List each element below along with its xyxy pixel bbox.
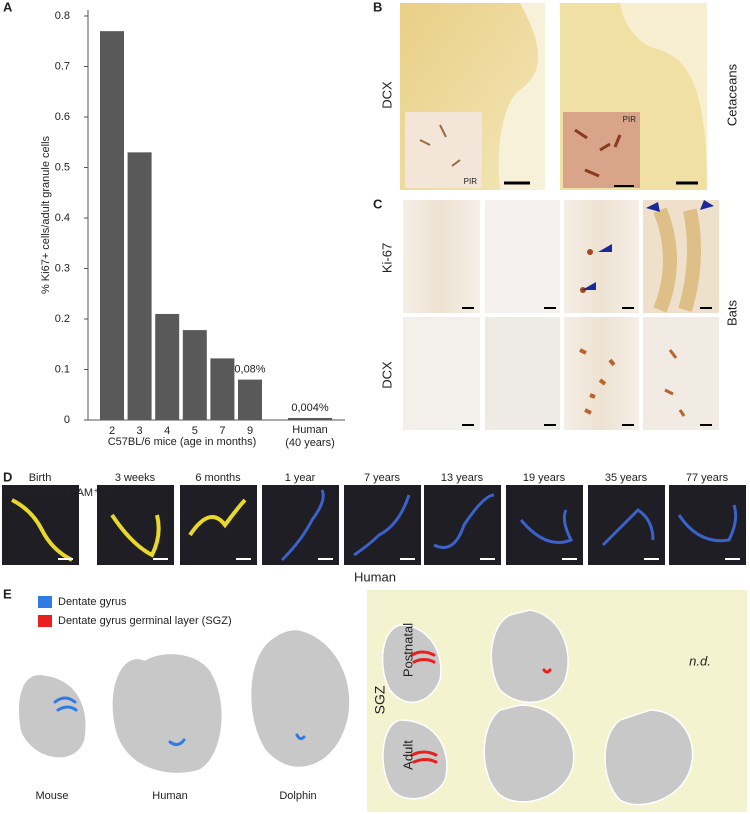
value-label: 0,08% bbox=[234, 364, 265, 376]
age-label: 6 months bbox=[195, 472, 241, 484]
species-label: Dolphin bbox=[279, 790, 316, 802]
bar bbox=[238, 379, 262, 420]
sgz-label: SGZ bbox=[372, 685, 388, 714]
legend-swatch bbox=[38, 615, 52, 627]
species-label: Human bbox=[354, 569, 396, 584]
x-tick-label: 5 bbox=[192, 425, 198, 437]
dentate-gyrus-trace bbox=[677, 504, 738, 543]
bar bbox=[127, 152, 152, 420]
age-label: 13 years bbox=[441, 472, 484, 484]
x-tick-label: 3 bbox=[137, 425, 143, 437]
dentate-gyrus-trace bbox=[188, 498, 247, 537]
age-image bbox=[97, 485, 174, 565]
age-image bbox=[506, 485, 583, 565]
dentate-gyrus-trace bbox=[11, 498, 73, 562]
panel-label: C bbox=[373, 196, 383, 211]
age-label: 77 years bbox=[686, 472, 729, 484]
age-image bbox=[588, 485, 665, 565]
x-tick-label: 2 bbox=[109, 425, 115, 437]
dentate-gyrus-trace bbox=[433, 493, 495, 549]
legend-label: Dentate gyrus germinal layer (SGZ) bbox=[58, 615, 232, 627]
row-label: Postnatal bbox=[400, 623, 415, 677]
age-label: Birth bbox=[29, 472, 52, 484]
x-tick-label: 9 bbox=[247, 425, 253, 437]
cetacean-images bbox=[400, 3, 707, 190]
dentate-gyrus-trace bbox=[353, 494, 411, 557]
y-tick-label: 0.8 bbox=[55, 10, 70, 22]
panel-label: B bbox=[373, 0, 382, 14]
inset-label: PIR bbox=[623, 115, 637, 124]
panel-label: A bbox=[3, 0, 13, 14]
age-image bbox=[262, 485, 339, 565]
y-tick-label: 0.5 bbox=[55, 161, 70, 173]
age-label: 1 year bbox=[285, 472, 316, 484]
brain-outlines bbox=[17, 609, 694, 806]
x-tick-label: Human (40 years) bbox=[285, 424, 335, 449]
missing-label: n.d. bbox=[689, 653, 711, 668]
row-label: DCX bbox=[379, 361, 394, 389]
x-tick-label: 4 bbox=[164, 425, 170, 437]
inset-label: PIR bbox=[464, 177, 478, 186]
legend-label: Dentate gyrus bbox=[58, 596, 127, 608]
stain-label: DCX bbox=[379, 81, 394, 109]
panel-label: E bbox=[3, 586, 12, 601]
age-image bbox=[180, 485, 257, 565]
dentate-gyrus-trace bbox=[110, 513, 161, 558]
y-tick-label: 0.6 bbox=[55, 111, 70, 123]
y-axis-label: % Ki67+ cells/adult granule cells bbox=[40, 135, 52, 294]
age-label: 7 years bbox=[364, 472, 401, 484]
bar bbox=[182, 330, 207, 420]
bat-images bbox=[403, 200, 719, 430]
panel-label: D bbox=[3, 469, 12, 484]
age-label: 19 years bbox=[523, 472, 566, 484]
bar bbox=[288, 417, 332, 420]
age-label: 35 years bbox=[605, 472, 648, 484]
y-tick-label: 0 bbox=[64, 414, 70, 426]
dentate-gyrus-marks bbox=[53, 650, 552, 764]
row-label: Adult bbox=[400, 740, 415, 770]
y-tick-label: 0.1 bbox=[55, 363, 70, 375]
x-axis-label: C57BL/6 mice (age in months) bbox=[108, 436, 257, 448]
group-label: Bats bbox=[724, 299, 739, 326]
species-label: Mouse bbox=[35, 790, 68, 802]
dentate-gyrus-trace bbox=[601, 508, 655, 547]
bar bbox=[155, 313, 180, 420]
y-tick-label: 0.7 bbox=[55, 60, 70, 72]
row-label: Ki-67 bbox=[379, 243, 394, 273]
x-tick-label-box: Human (40 years) bbox=[285, 424, 335, 449]
dentate-gyrus-trace bbox=[280, 489, 325, 562]
legend-swatch bbox=[38, 596, 52, 608]
bar bbox=[210, 358, 235, 420]
x-tick-label: 7 bbox=[219, 425, 225, 437]
age-label: 3 weeks bbox=[115, 472, 156, 484]
dentate-gyrus-trace bbox=[519, 509, 574, 544]
bar bbox=[100, 31, 124, 421]
inset-label: DCX⁺PSA-NCAM⁺ cells bbox=[6, 487, 124, 499]
value-label: 0,004% bbox=[291, 402, 329, 414]
y-tick-label: 0.2 bbox=[55, 313, 70, 325]
y-tick-label: 0.4 bbox=[55, 212, 70, 224]
group-label: Cetaceans bbox=[724, 63, 739, 126]
y-tick-label: 0.3 bbox=[55, 262, 70, 274]
species-label: Human bbox=[152, 790, 187, 802]
